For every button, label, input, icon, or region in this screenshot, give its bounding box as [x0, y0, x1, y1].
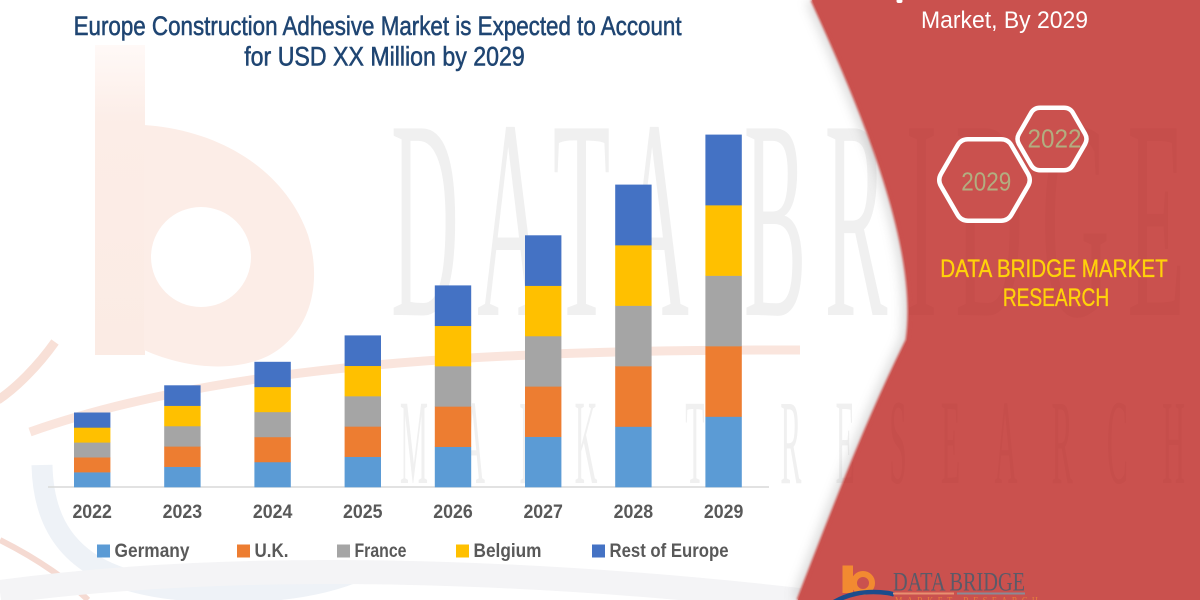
svg-text:Europe Construction Adhesive M: Europe Construction Adhesive Market is E…: [74, 11, 683, 41]
svg-text:2029: 2029: [704, 501, 744, 523]
svg-text:2029: 2029: [961, 167, 1011, 197]
svg-text:2028: 2028: [614, 501, 654, 523]
svg-text:2024: 2024: [253, 501, 293, 523]
svg-text:2022: 2022: [72, 501, 112, 523]
svg-text:2025: 2025: [343, 501, 383, 523]
svg-text:DATA BRIDGE MARKET: DATA BRIDGE MARKET: [940, 255, 1168, 283]
svg-text:Rest of Europe: Rest of Europe: [610, 541, 729, 562]
svg-text:MARKET RESEARCH: MARKET RESEARCH: [895, 595, 1042, 600]
svg-text:Belgium: Belgium: [474, 541, 542, 562]
svg-text:U.K.: U.K.: [255, 541, 289, 562]
svg-text:2027: 2027: [523, 501, 563, 523]
svg-text:2026: 2026: [433, 501, 473, 523]
svg-text:2022: 2022: [1028, 124, 1082, 154]
svg-text:France: France: [355, 541, 407, 562]
svg-text:RESEARCH: RESEARCH: [1003, 284, 1109, 312]
svg-text:Germany: Germany: [115, 541, 190, 562]
svg-text:for USD XX Million by 2029: for USD XX Million by 2029: [244, 42, 525, 72]
svg-text:2023: 2023: [163, 501, 203, 523]
svg-text:Market, By 2029: Market, By 2029: [921, 7, 1088, 34]
svg-text:DATA BRIDGE: DATA BRIDGE: [893, 568, 1025, 596]
